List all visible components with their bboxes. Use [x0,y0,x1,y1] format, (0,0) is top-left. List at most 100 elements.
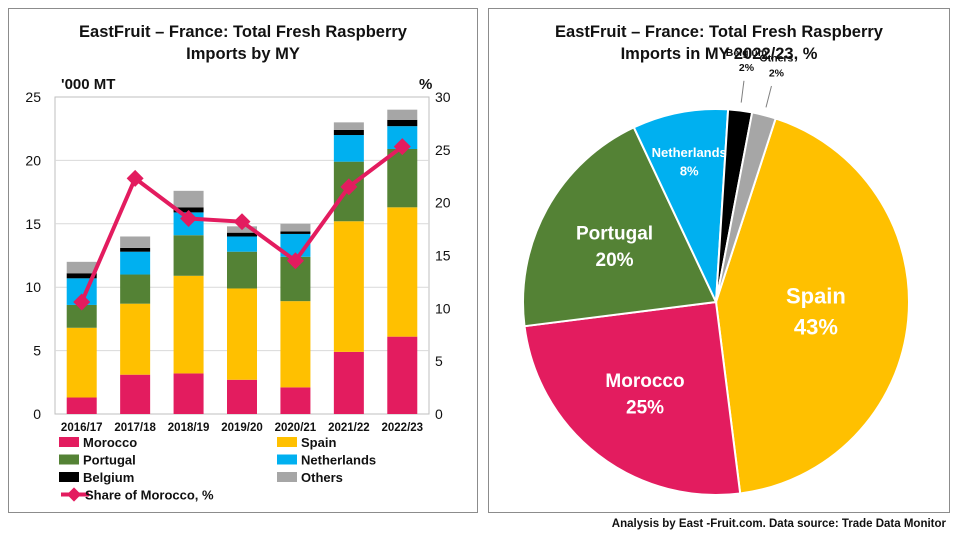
line-point-share-of-morocco [340,178,358,196]
x-tick-label: 2020/21 [275,422,317,434]
legend-label-morocco: Morocco [83,435,137,450]
bar-portugal-2016-17 [66,304,97,328]
y2-tick-label: 0 [435,406,443,422]
bar-spain-2019-20 [227,288,257,380]
bar-portugal-2017-18 [120,274,151,304]
line-point-share-of-morocco [393,138,411,156]
y-tick-label: 5 [33,343,41,359]
bar-others-2018-19 [173,190,204,208]
legend-label-spain: Spain [301,435,336,450]
pie-value-portugal: 20% [596,250,634,271]
y2-tick-label: 25 [435,142,451,158]
y-tick-label: 10 [25,279,41,295]
bar-morocco-2017-18 [120,374,151,414]
pie-value-spain: 43% [794,315,838,340]
bar-spain-2022-23 [387,207,418,337]
bar-morocco-2016-17 [66,397,97,414]
bar-netherlands-2017-18 [120,251,151,275]
bar-chart: 0 5 10 15 20 25 0 5 10 15 20 25 30 '000 MT % 2016/17 201… [25,76,451,503]
bar-belgium-2020-21 [280,231,311,234]
pie-value-others: 2% [769,68,785,80]
bar-morocco-2019-20 [227,379,257,414]
pie-slice-netherlands [632,108,730,303]
legend-swatch-spain [277,437,297,447]
pie-label-spain: Spain [786,284,846,309]
bar-others-2017-18 [120,236,151,248]
bar-chart-title-line-1: EastFruit – France: Total Fresh Raspberr… [79,23,407,41]
bar-others-2022-23 [387,109,418,120]
bar-belgium-2018-19 [173,207,204,213]
legend-swatch-others [277,472,297,482]
x-tick-label: 2017/18 [114,422,156,434]
bar-portugal-2019-20 [227,251,257,289]
bar-morocco-2022-23 [387,336,418,414]
pie-label-morocco: Morocco [605,371,684,392]
bar-spain-2016-17 [66,327,97,398]
line-point-share-of-morocco [286,252,304,270]
pie-chart: Spain 43% Morocco 25% Portugal 20% Netherlands… [522,47,910,496]
bar-belgium-2021-22 [333,129,364,136]
line-point-share-of-morocco [180,210,198,228]
bar-portugal-2022-23 [387,148,418,208]
bar-netherlands-2022-23 [387,126,418,149]
bar-others-2021-22 [333,122,364,130]
y2-tick-label: 30 [435,89,451,105]
pie-chart-panel: EastFruit – France: Total Fresh Raspberr… [488,8,950,513]
leader-line-others [765,85,772,108]
x-tick-label: 2022/23 [381,422,423,434]
pie-value-morocco: 25% [626,397,664,418]
pie-chart-title-line-1: EastFruit – France: Total Fresh Raspberr… [555,23,883,41]
legend-swatch-netherlands [277,454,297,465]
y2-tick-label: 10 [435,300,451,316]
pie-slice-portugal [522,126,718,328]
bar-others-2020-21 [280,223,311,232]
legend-swatch-morocco [59,437,79,447]
bar-portugal-2018-19 [173,235,204,276]
legend-label-portugal: Portugal [83,453,136,468]
bar-spain-2017-18 [120,303,151,375]
y2-tick-label: 20 [435,195,451,211]
legend-label-share-of-morocco: Share of Morocco, % [85,488,214,503]
legend-swatch-belgium [59,472,79,482]
x-tick-label: 2021/22 [328,422,370,434]
bar-spain-2021-22 [333,221,364,352]
pie-slice-others [715,111,777,303]
line-point-share-of-morocco [73,293,91,311]
bar-belgium-2016-17 [66,273,97,279]
legend-label-belgium: Belgium [83,470,134,485]
y-tick-label: 20 [25,152,41,168]
pie-label-belgium: Belgium [726,47,767,59]
y-tick-label: 0 [33,406,41,422]
y-tick-label: 15 [25,216,41,232]
bar-morocco-2021-22 [333,351,364,414]
legend-swatch-portugal [59,454,79,465]
bar-chart-panel: EastFruit – France: Total Fresh Raspberr… [8,8,478,513]
pie-slice-morocco [523,300,742,496]
bar-morocco-2020-21 [280,387,311,414]
bar-netherlands-2021-22 [333,135,364,162]
pie-value-belgium: 2% [739,62,755,74]
x-tick-label: 2019/20 [221,422,263,434]
pie-slice-spain [714,117,910,495]
y-tick-label: 25 [25,89,41,105]
legend-label-netherlands: Netherlands [301,453,376,468]
y2-tick-label: 15 [435,248,451,264]
bar-belgium-2019-20 [227,232,257,237]
legend-marker-share-of-morocco [66,487,82,502]
y2-axis-unit: % [419,76,432,93]
x-tick-label: 2018/19 [168,422,210,434]
source-footer: Analysis by East -Fruit.com. Data source… [611,518,946,530]
leader-line-belgium [740,80,745,103]
line-point-share-of-morocco [233,213,251,231]
pie-chart-title-line-2: Imports in MY 2022/23, % [620,45,818,63]
pie-label-netherlands: Netherlands [652,145,727,160]
bar-chart-title-line-2: Imports by MY [186,45,300,63]
x-tick-label: 2016/17 [61,422,103,434]
pie-label-portugal: Portugal [576,224,653,245]
y-axis-unit: '000 MT [61,76,115,93]
legend-label-others: Others [301,470,343,485]
y2-tick-label: 5 [435,353,443,369]
pie-value-netherlands: 8% [680,163,699,178]
bar-netherlands-2019-20 [227,236,257,252]
bar-others-2016-17 [66,261,97,274]
